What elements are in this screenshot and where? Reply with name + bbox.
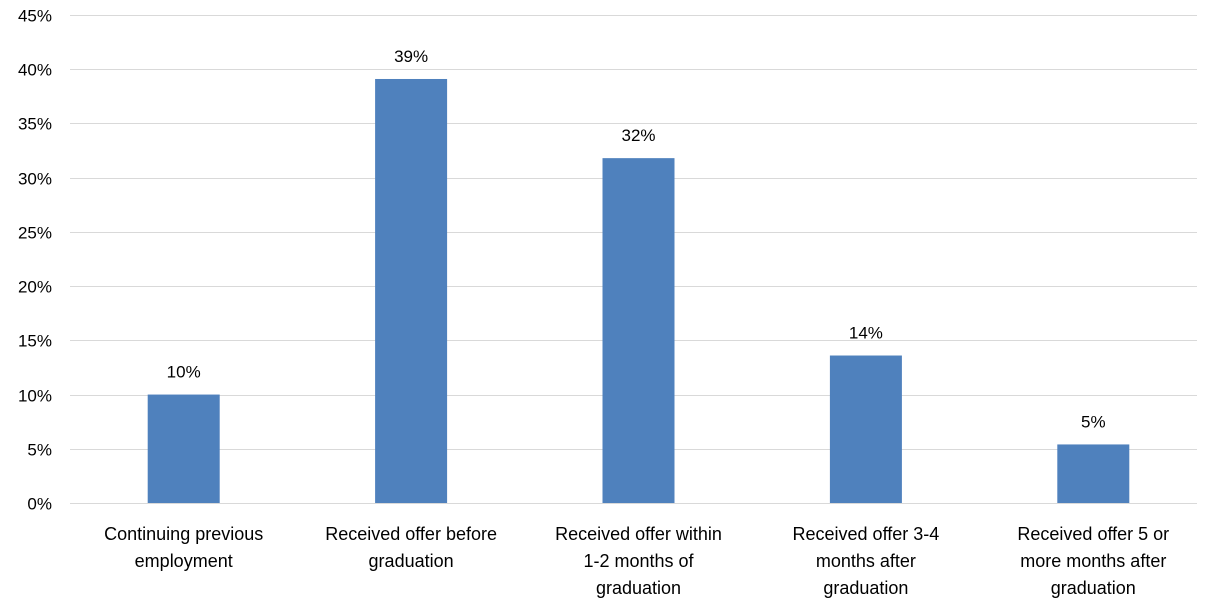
x-tick-label: Continuing previous employment [104, 524, 263, 571]
x-axis-category-labels: Continuing previous employment Received of… [104, 524, 1169, 598]
y-tick-label: 0% [27, 495, 52, 514]
bars [147, 78, 1130, 503]
data-label: 32% [621, 126, 655, 145]
x-tick-label: Received offer 5 or more months after grad… [1017, 524, 1169, 598]
data-labels: 10% 39% 32% 14% 5% [167, 47, 1106, 431]
x-tick-label-line: graduation [823, 578, 908, 598]
y-tick-label: 40% [18, 61, 52, 80]
bar-2 [375, 78, 448, 503]
x-tick-label-line: Received offer 5 or [1017, 524, 1169, 544]
x-tick-label-line: 1-2 months of [583, 551, 694, 571]
x-tick-label: Received offer within 1-2 months of gradua… [555, 524, 722, 598]
x-tick-label-line: Received offer before [325, 524, 497, 544]
data-label: 10% [167, 363, 201, 382]
y-tick-label: 25% [18, 224, 52, 243]
x-tick-label-line: Continuing previous [104, 524, 263, 544]
y-tick-label: 5% [27, 441, 52, 460]
bar-1 [147, 394, 220, 503]
x-tick-label: Received offer 3-4 months after graduation [793, 524, 940, 598]
bar-3 [602, 158, 675, 503]
data-label: 39% [394, 47, 428, 66]
bar-5 [1057, 444, 1130, 503]
data-label: 5% [1081, 412, 1106, 431]
x-tick-label-line: more months after [1020, 551, 1166, 571]
y-tick-label: 15% [18, 332, 52, 351]
bar-4 [829, 355, 902, 503]
y-tick-label: 35% [18, 115, 52, 134]
x-tick-label-line: graduation [369, 551, 454, 571]
x-tick-label-line: months after [816, 551, 916, 571]
x-tick-label-line: graduation [596, 578, 681, 598]
y-axis-tick-labels: 0% 5% 10% 15% 20% 25% 30% 35% 40% 45% [18, 7, 52, 514]
y-tick-label: 30% [18, 170, 52, 189]
x-tick-label-line: Received offer 3-4 [793, 524, 940, 544]
x-tick-label-line: employment [135, 551, 233, 571]
x-tick-label-line: graduation [1051, 578, 1136, 598]
y-tick-label: 45% [18, 7, 52, 26]
y-tick-label: 10% [18, 387, 52, 406]
y-tick-label: 20% [18, 278, 52, 297]
x-tick-label: Received offer before graduation [325, 524, 497, 571]
x-tick-label-line: Received offer within [555, 524, 722, 544]
data-label: 14% [849, 324, 883, 343]
